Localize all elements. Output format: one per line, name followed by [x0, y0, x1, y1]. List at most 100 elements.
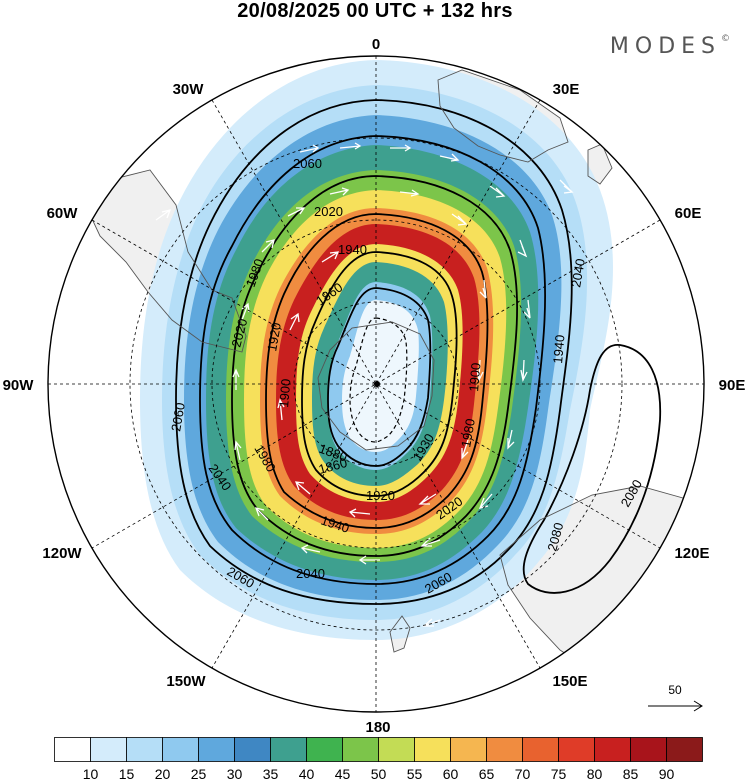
coast-south-america [85, 169, 247, 353]
lon-label-60w: 60W [47, 205, 79, 222]
wind-vector-arrow [277, 398, 285, 421]
colorbar-tick-label: 20 [155, 766, 171, 782]
colorbar-tick-label: 75 [551, 766, 567, 782]
lon-label-180: 180 [365, 719, 390, 736]
wind-vector-arrow [295, 481, 311, 495]
contour-label: 1940 [338, 242, 367, 257]
lon-label-30w: 30W [173, 81, 205, 98]
wind-vector-arrow [422, 618, 441, 627]
wind-vector-arrow [520, 359, 528, 382]
contour-label: 1900 [276, 378, 293, 408]
wind-vector-arrow [517, 239, 528, 258]
contour-label: 2060 [293, 156, 322, 171]
contour-line-dashed [349, 317, 408, 443]
south-pole-marker [374, 381, 380, 387]
wind-vector-arrow [523, 299, 531, 319]
contour-label: 2040 [568, 257, 588, 288]
colorbar-swatch [342, 737, 379, 762]
contour-label: 2080 [544, 521, 566, 553]
reference-vector-label: 50 [668, 683, 682, 697]
wind-vector-arrow [479, 279, 487, 299]
colorbar-swatch [270, 737, 307, 762]
colorbar-swatch [306, 737, 343, 762]
colorbar-tick-label: 80 [587, 766, 603, 782]
lon-label-120w: 120W [42, 545, 82, 562]
chart-title: 20/08/2025 00 UTC + 132 hrs [237, 0, 513, 22]
wind-vector-arrow [507, 429, 515, 450]
meridian [211, 99, 541, 669]
colorbar-tick-label: 30 [227, 766, 243, 782]
colorbar-swatch [126, 737, 163, 762]
wind-vector-arrow [339, 142, 362, 150]
colorbar-tick-label: 55 [407, 766, 423, 782]
colorbar-swatch [162, 737, 199, 762]
longitude-label-layer: 0 30E 60E 90E 120E 150E 180 150W 120W 90… [3, 36, 746, 736]
reference-vector: 50 [648, 683, 703, 712]
lon-label-60e: 60E [675, 205, 702, 222]
contour-label: 2020 [228, 317, 250, 349]
lon-label-90w: 90W [3, 377, 35, 394]
meridian [91, 219, 661, 549]
map-disk [48, 56, 704, 712]
coast-antarctica [317, 321, 435, 451]
colorbar-swatch [522, 737, 559, 762]
colorbar-swatch [558, 737, 595, 762]
brand-name: MODES [609, 34, 721, 59]
lon-label-150w: 150W [166, 673, 206, 690]
colorbar-tick-label: 40 [299, 766, 315, 782]
contour-label: 2060 [168, 401, 188, 432]
coast-australia [499, 485, 704, 681]
colorbar-swatch [234, 737, 271, 762]
wind-vector-arrow [287, 207, 306, 217]
wind-vector-arrow [232, 368, 240, 390]
colorbar-tick-label: 65 [479, 766, 495, 782]
wind-vector-arrow [451, 213, 468, 226]
colorbar-swatch [90, 737, 127, 762]
meridian [91, 219, 661, 549]
wind-vector-arrow [300, 544, 321, 554]
graticule [48, 56, 704, 712]
colorbar-swatch [594, 737, 631, 762]
brand-logo: MODES© [610, 34, 730, 59]
reference-arrow-head [693, 700, 703, 712]
coast-new-zealand [389, 615, 411, 653]
colorbar-swatch [450, 737, 487, 762]
wind-vector-arrow [420, 537, 441, 547]
contour-label: 2040 [296, 566, 325, 581]
contour-label: 1920 [264, 321, 284, 352]
wind-vector-arrow [175, 577, 191, 591]
lon-label-90e: 90E [719, 377, 746, 394]
colorbar-swatch [414, 737, 451, 762]
contour-line-2080 [522, 344, 662, 594]
wind-vector-arrow [489, 185, 506, 198]
coast-africa [437, 69, 569, 163]
lon-label-0: 0 [372, 36, 380, 53]
colorbar-swatch [486, 737, 523, 762]
contour-label: 1860 [317, 455, 349, 477]
contour-label: 1940 [550, 334, 567, 364]
colorbar-swatch [198, 737, 235, 762]
colorbar-tick-label: 25 [191, 766, 207, 782]
wind-vector-arrow [418, 493, 437, 505]
contour-label: 2020 [314, 204, 343, 219]
wind-vector-arrow [234, 440, 242, 461]
wind-vector-arrow [358, 555, 380, 565]
colorbar-tick-label: 45 [335, 766, 351, 782]
wind-vector-arrow [399, 189, 420, 197]
colorbar-swatch [630, 737, 667, 762]
lon-label-120e: 120E [674, 545, 709, 562]
colorbar-tick-label: 35 [263, 766, 279, 782]
brand-mark: © [721, 34, 730, 44]
colorbar-tick-label: 10 [83, 766, 99, 782]
wind-vector-arrow [476, 359, 484, 382]
wind-vector-arrow [559, 179, 574, 194]
contour-label: 1980 [458, 417, 478, 448]
meridian [211, 99, 541, 669]
colorbar-swatch [378, 737, 415, 762]
colorbar-tick-label: 85 [623, 766, 639, 782]
map-border [47, 55, 705, 713]
colorbar-swatch [54, 737, 91, 762]
lon-label-30e: 30E [553, 81, 580, 98]
wind-vector-arrow [461, 439, 469, 460]
wind-vector-arrow [155, 209, 172, 221]
